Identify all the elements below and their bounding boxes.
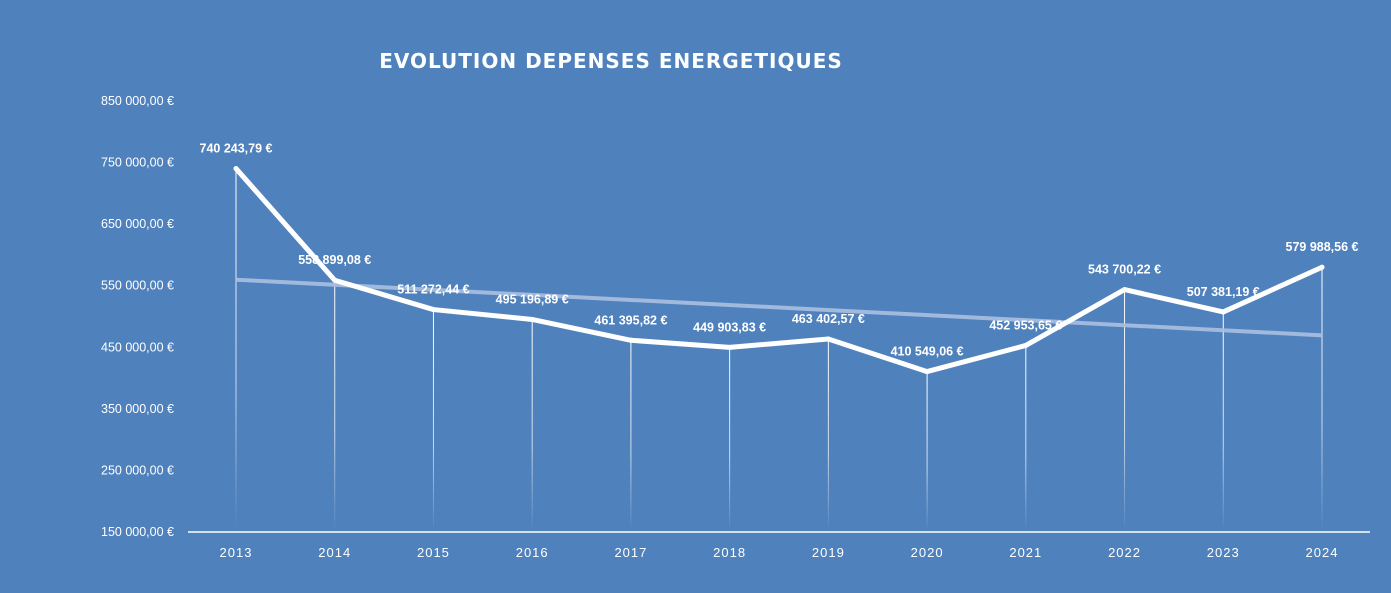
y-tick-label: 850 000,00 € <box>101 94 174 108</box>
x-tick-label: 2014 <box>318 545 351 560</box>
data-label: 461 395,82 € <box>594 313 667 327</box>
y-tick-label: 250 000,00 € <box>101 463 174 477</box>
data-label: 558 899,08 € <box>298 253 371 267</box>
drop-line <box>1222 311 1224 532</box>
drop-line <box>1124 289 1126 532</box>
x-tick-label: 2022 <box>1108 545 1141 560</box>
x-tick-label: 2015 <box>417 545 450 560</box>
data-label: 495 196,89 € <box>496 292 569 306</box>
y-tick-label: 150 000,00 € <box>101 525 174 539</box>
x-tick-label: 2021 <box>1009 545 1042 560</box>
data-label: 452 953,65 € <box>989 318 1062 332</box>
drop-line <box>531 319 533 532</box>
drop-line <box>630 340 632 532</box>
data-label: 511 272,44 € <box>397 283 469 297</box>
x-tick-label: 2016 <box>516 545 549 560</box>
data-label: 740 243,79 € <box>200 142 273 156</box>
data-label: 543 700,22 € <box>1088 263 1161 277</box>
y-tick-label: 750 000,00 € <box>101 156 174 170</box>
drop-line <box>926 371 928 532</box>
data-point <box>1122 287 1128 293</box>
drop-line <box>432 309 434 532</box>
data-point <box>529 316 535 322</box>
drop-line <box>1321 267 1323 532</box>
data-label: 463 402,57 € <box>792 312 865 326</box>
drop-line <box>235 168 237 532</box>
y-tick-label: 550 000,00 € <box>101 279 174 293</box>
data-point <box>727 344 733 350</box>
x-tick-label: 2017 <box>614 545 647 560</box>
data-point <box>628 337 634 343</box>
y-tick-label: 450 000,00 € <box>101 340 174 354</box>
data-point <box>924 369 930 375</box>
data-point <box>1220 309 1226 315</box>
data-label: 410 549,06 € <box>891 345 964 359</box>
x-tick-label: 2019 <box>812 545 845 560</box>
data-point <box>1023 342 1029 348</box>
x-tick-label: 2020 <box>911 545 944 560</box>
x-tick-label: 2024 <box>1306 545 1339 560</box>
data-label: 449 903,83 € <box>693 320 766 334</box>
x-tick-label: 2023 <box>1207 545 1240 560</box>
x-tick-label: 2018 <box>713 545 746 560</box>
y-tick-label: 650 000,00 € <box>101 217 174 231</box>
series-line <box>233 166 1325 375</box>
drop-line <box>827 339 829 532</box>
y-tick-label: 350 000,00 € <box>101 402 174 416</box>
data-label: 579 988,56 € <box>1286 240 1359 254</box>
drop-line <box>334 280 336 532</box>
drop-line <box>1025 345 1027 532</box>
data-point <box>1319 264 1325 270</box>
trendline <box>235 277 1323 338</box>
data-label: 507 381,19 € <box>1187 285 1260 299</box>
chart-title: EVOLUTION DEPENSES ENERGETIQUES <box>379 49 843 73</box>
drop-line <box>729 347 731 532</box>
x-tick-label: 2013 <box>220 545 253 560</box>
data-point <box>332 277 338 283</box>
data-point <box>233 166 239 172</box>
data-point <box>430 307 436 313</box>
data-point <box>825 336 831 342</box>
